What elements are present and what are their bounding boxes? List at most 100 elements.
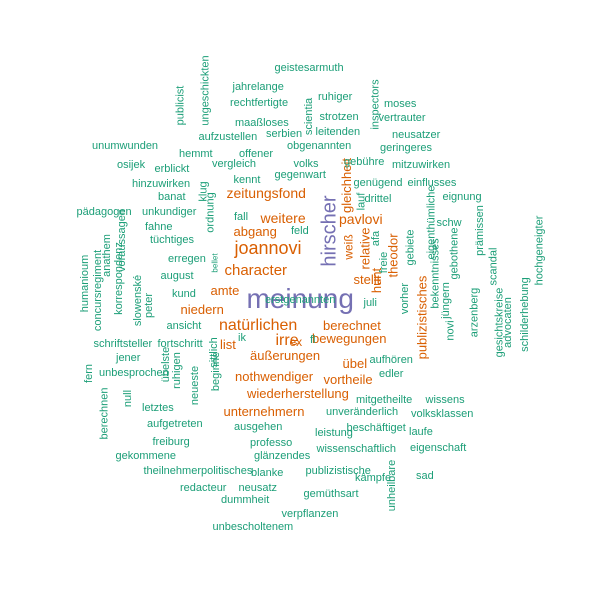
word-54: vergleich: [212, 157, 257, 170]
word-50: hemmt: [179, 147, 213, 160]
word-16: nothwendiger: [235, 368, 314, 384]
word-71: fall: [234, 210, 249, 223]
word-11: niedern: [180, 301, 224, 317]
word-100: arzenberg: [468, 287, 481, 337]
word-27: list: [220, 336, 236, 352]
word-120: wissens: [425, 393, 465, 406]
word-51: offener: [239, 147, 274, 160]
word-76: prämissen: [473, 204, 486, 256]
word-52: osijek: [117, 158, 146, 171]
word-97: scandal: [487, 247, 500, 285]
word-116: null: [121, 389, 134, 407]
word-56: gebühre: [344, 155, 385, 168]
word-119: mitgetheilte: [356, 393, 413, 406]
word-39: maaßloses: [235, 116, 289, 129]
word-67: eignung: [442, 190, 482, 203]
word-53: erblickt: [154, 162, 190, 175]
word-109: aufhören: [369, 353, 413, 366]
word-145: verpflanzen: [281, 507, 339, 520]
word-139: sad: [416, 469, 434, 482]
word-79: afa: [369, 230, 382, 246]
word-34: publicist: [174, 85, 187, 125]
word-118: neueste: [188, 365, 201, 405]
word-122: unveränderlich: [326, 405, 399, 418]
word-58: hinzuwirken: [132, 177, 191, 190]
word-31: geistesarmuth: [274, 61, 344, 74]
word-70: ordnung: [204, 191, 217, 233]
word-135: theilnehmerpolitisches: [143, 464, 253, 477]
word-126: beschäftiget: [346, 421, 406, 434]
word-94: vorher: [398, 282, 411, 314]
word-30: ik: [238, 331, 246, 344]
word-77: hochgeneigter: [533, 215, 546, 285]
word-78: tüchtiges: [150, 233, 195, 246]
word-142: unheilbare: [385, 459, 398, 511]
word-91: slowenské: [131, 274, 144, 326]
word-106: fortschritt: [157, 337, 203, 350]
word-131: wissenschaftlich: [316, 442, 396, 455]
word-57: mitzuwirken: [392, 158, 451, 171]
word-96: bekenntnisses: [429, 237, 442, 309]
word-105: schriftsteller: [93, 337, 153, 350]
word-29: fl: [310, 333, 316, 346]
word-40: scientia: [302, 97, 315, 135]
word-86: bellet: [210, 253, 220, 273]
word-41: strotzen: [319, 110, 359, 123]
word-134: glänzendes: [254, 449, 311, 462]
word-7: weitere: [260, 210, 306, 226]
word-124: aufgetreten: [147, 417, 203, 430]
word-26: publizistisches: [414, 275, 430, 359]
word-88: concursregiment: [91, 249, 104, 331]
word-22: weiß: [341, 234, 356, 260]
word-85: freie: [377, 251, 390, 273]
word-69: unkundiger: [142, 205, 197, 218]
word-3: irre: [275, 332, 299, 349]
word-32: jahrelange: [232, 80, 284, 93]
word-140: redacteur: [180, 481, 227, 494]
word-136: blanke: [251, 466, 284, 479]
word-127: leistung: [315, 426, 353, 439]
word-92: kund: [172, 287, 196, 300]
word-90: august: [160, 269, 194, 282]
word-17: vortheile: [323, 371, 373, 387]
word-99: ansicht: [166, 319, 202, 332]
word-43: aufzustellen: [198, 130, 258, 143]
word-103: advocaten: [501, 296, 514, 348]
word-132: eigenschaft: [410, 441, 467, 454]
word-144: gemüthsart: [303, 487, 359, 500]
word-2: joannovi: [234, 238, 302, 258]
word-42: vertrauter: [378, 111, 426, 124]
word-84: erregen: [168, 252, 206, 265]
word-121: berechnen: [98, 387, 111, 439]
word-68: pädagogen: [76, 205, 132, 218]
word-146: unbescholtenem: [212, 520, 294, 533]
word-128: laufe: [409, 425, 433, 438]
word-115: edler: [379, 367, 404, 380]
word-123: volksklassen: [411, 407, 474, 420]
word-147: erstgenannten: [265, 293, 336, 306]
word-4: natürlichen: [219, 317, 298, 334]
word-55: volks: [293, 157, 319, 170]
word-9: pavlovi: [339, 211, 383, 227]
word-130: professo: [250, 436, 293, 449]
word-19: unternehmern: [223, 403, 305, 419]
word-73: schw: [436, 216, 462, 229]
word-8: abgang: [233, 223, 277, 239]
word-133: gekommene: [115, 449, 177, 462]
word-111: unbesprochen: [99, 366, 169, 379]
word-104: schilderhebung: [518, 276, 531, 352]
word-47: unumwunden: [92, 139, 159, 152]
word-137: publizistische: [305, 464, 371, 477]
word-62: einflusses: [407, 176, 457, 189]
word-101: novi: [444, 319, 457, 341]
word-36: ruhiger: [318, 90, 353, 103]
word-95: jüngern: [439, 281, 452, 319]
word-60: gegenwart: [274, 168, 326, 181]
word-14: äußerungen: [250, 347, 321, 363]
word-141: neusatz: [238, 481, 278, 494]
word-93: juli: [363, 296, 377, 309]
word-117: letztes: [142, 401, 174, 414]
word-35: rechtfertigte: [230, 96, 289, 109]
word-74: fahne: [145, 220, 173, 233]
